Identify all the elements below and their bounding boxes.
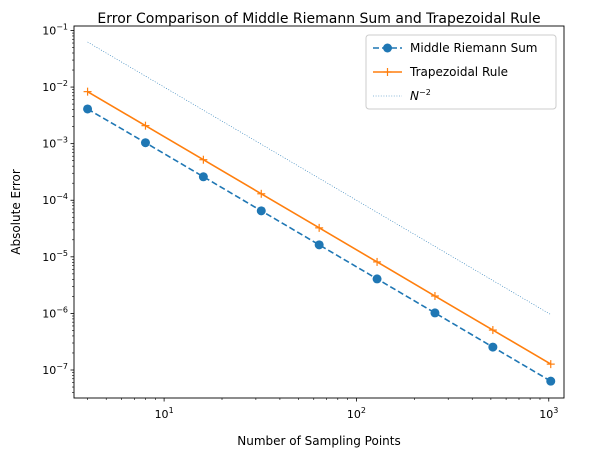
y-tick-label: 10−6 — [42, 305, 68, 320]
tick-label-exponent: −6 — [56, 305, 68, 314]
tick-label-base: 10 — [42, 364, 56, 377]
y-tick-label: 10−5 — [42, 249, 68, 264]
y-axis-ticks: 10−710−610−510−410−310−210−1 — [42, 22, 74, 393]
data-point — [140, 138, 150, 148]
data-point — [314, 240, 324, 250]
y-tick-label: 10−3 — [42, 136, 68, 151]
tick-label-exponent: −3 — [56, 136, 68, 145]
x-axis-label: Number of Sampling Points — [237, 434, 400, 448]
tick-label-exponent: −2 — [56, 79, 68, 88]
data-point — [199, 155, 208, 164]
data-point — [373, 257, 382, 266]
plot-area — [83, 41, 556, 386]
legend-label: Middle Riemann Sum — [410, 41, 538, 55]
series-line — [87, 41, 551, 315]
data-point — [372, 274, 382, 284]
tick-label-exponent: 1 — [169, 406, 174, 415]
tick-label-base: 10 — [539, 408, 553, 421]
legend-label: N−2 — [410, 88, 431, 103]
tick-label-base: 10 — [42, 251, 56, 264]
data-point — [141, 121, 150, 130]
data-point — [83, 104, 93, 114]
x-axis-ticks: 101 102 103 — [87, 398, 558, 421]
legend-swatch-marker — [383, 43, 392, 53]
data-point — [257, 189, 266, 198]
y-tick-label: 10−7 — [42, 362, 68, 377]
data-point — [488, 342, 498, 352]
tick-label-exponent: 2 — [361, 406, 366, 415]
legend-label-exponent: −2 — [419, 88, 431, 97]
y-tick-label: 10−1 — [42, 22, 68, 37]
y-axis-label: Absolute Error — [9, 169, 23, 255]
plot-frame — [73, 25, 565, 399]
x-tick-label: 103 — [539, 406, 558, 421]
tick-label-exponent: −4 — [56, 192, 68, 201]
tick-label-base: 10 — [347, 408, 361, 421]
tick-label-base: 10 — [155, 408, 169, 421]
data-point — [430, 308, 440, 318]
data-point — [430, 292, 439, 301]
y-tick-label: 10−2 — [42, 79, 68, 94]
tick-label-base: 10 — [42, 81, 56, 94]
tick-label-base: 10 — [42, 194, 56, 207]
legend-label-base: N — [410, 89, 419, 103]
data-point — [83, 87, 92, 96]
data-point — [488, 326, 497, 335]
tick-label-exponent: 3 — [553, 406, 558, 415]
data-point — [546, 376, 556, 386]
data-point — [546, 360, 555, 369]
y-tick-label: 10−4 — [42, 192, 68, 207]
chart-title: Error Comparison of Middle Riemann Sum a… — [97, 11, 540, 27]
data-point — [256, 206, 266, 216]
data-point — [315, 223, 324, 232]
legend-box — [365, 34, 557, 110]
tick-label-exponent: −5 — [56, 249, 68, 258]
data-point — [198, 172, 208, 182]
legend-label: Trapezoidal Rule — [409, 65, 508, 79]
tick-label-base: 10 — [42, 24, 56, 37]
tick-label-exponent: −1 — [56, 22, 68, 31]
tick-label-base: 10 — [42, 307, 56, 320]
legend: Middle Riemann Sum Trapezoidal Rule N−2 — [365, 34, 557, 110]
tick-label-base: 10 — [42, 138, 56, 151]
x-tick-label: 101 — [155, 406, 174, 421]
x-tick-label: 102 — [347, 406, 366, 421]
tick-label-exponent: −7 — [56, 362, 68, 371]
